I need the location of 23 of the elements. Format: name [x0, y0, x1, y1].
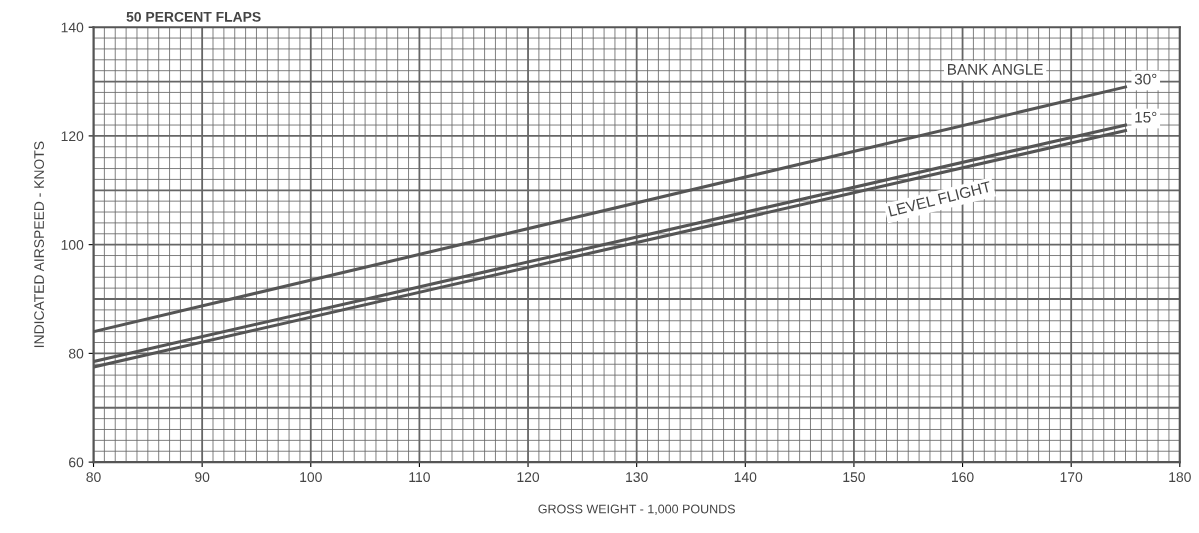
- x-tick-label: 100: [300, 472, 322, 483]
- x-tick-label: 120: [517, 472, 540, 483]
- x-axis-title: GROSS WEIGHT - 1,000 POUNDS: [538, 504, 735, 515]
- y-tick-label: 80: [68, 348, 84, 359]
- text: LEVEL FLIGHT: [888, 181, 992, 217]
- y-tick-label: 120: [61, 131, 84, 142]
- y-tick-label: 100: [61, 239, 84, 250]
- x-tick-label: 90: [195, 472, 210, 483]
- series-label: 15°: [1135, 111, 1157, 123]
- annotation: BANK ANGLE: [948, 63, 1043, 75]
- x-tick-label: 80: [86, 472, 101, 483]
- x-tick-label: 170: [1060, 472, 1083, 483]
- y-tick-label: 60: [69, 457, 84, 468]
- x-tick-label: 130: [626, 472, 648, 483]
- x-tick-label: 150: [843, 472, 865, 483]
- x-tick-label: 110: [409, 472, 430, 483]
- x-tick-label: 180: [1169, 472, 1191, 483]
- chart-title: 50 PERCENT FLAPS: [126, 11, 261, 22]
- x-tick-label: 160: [952, 472, 974, 483]
- y-axis-title: INDICATED AIRSPEED - KNOTS: [34, 141, 44, 348]
- y-tick-label: 140: [61, 22, 84, 33]
- x-tick-label: 140: [734, 472, 757, 483]
- series-label: 30°: [1134, 73, 1157, 85]
